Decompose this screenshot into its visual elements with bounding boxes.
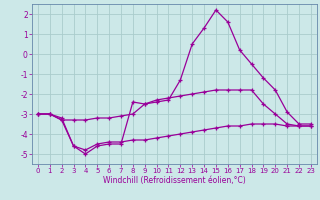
X-axis label: Windchill (Refroidissement éolien,°C): Windchill (Refroidissement éolien,°C)	[103, 176, 246, 185]
